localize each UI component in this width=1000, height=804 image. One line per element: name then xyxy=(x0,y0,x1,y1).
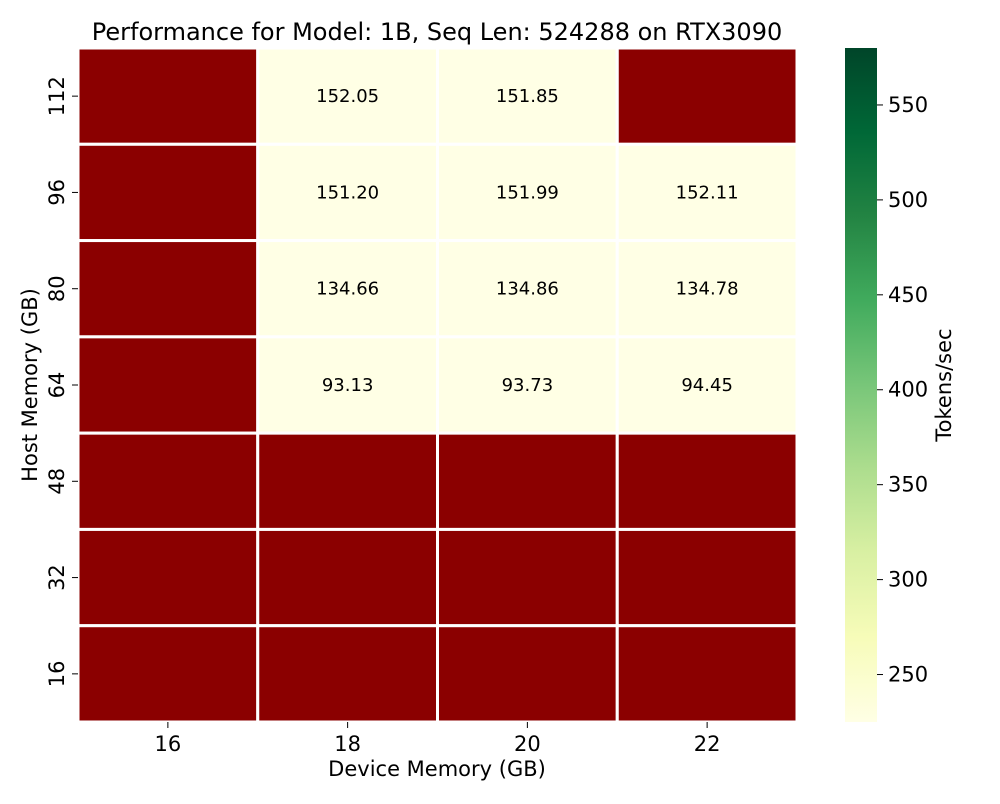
y-tick-label: 96 xyxy=(45,179,69,206)
heatmap-cell xyxy=(76,239,260,339)
heatmap-cell xyxy=(615,239,799,339)
x-tick-label: 20 xyxy=(514,732,541,756)
heatmap-cell xyxy=(615,624,799,724)
cell-value-label: 134.86 xyxy=(496,279,559,300)
cell-value-label: 152.11 xyxy=(676,182,739,203)
heatmap-cell xyxy=(256,239,439,339)
heatmap-cell xyxy=(76,142,260,243)
heatmap-cells xyxy=(74,44,801,726)
y-tick-label: 48 xyxy=(45,468,69,495)
heatmap-cell xyxy=(256,527,439,628)
x-tick-label: 22 xyxy=(694,732,721,756)
heatmap-cell xyxy=(615,46,799,146)
heatmap-cell xyxy=(256,335,439,435)
heatmap-cell xyxy=(76,624,260,724)
colorbar xyxy=(845,48,877,722)
heatmap-cell xyxy=(615,431,799,531)
y-tick-label: 112 xyxy=(45,76,69,116)
heatmap-cell xyxy=(256,624,439,724)
y-axis-ticks: 112 96 80 64 48 32 16 xyxy=(45,76,78,687)
cell-value-label: 134.78 xyxy=(676,279,739,300)
heatmap-cell xyxy=(76,335,260,435)
heatmap-cell xyxy=(76,46,260,146)
colorbar-ticks: 250 300 350 400 450 500 550 xyxy=(877,93,928,687)
cell-value-label: 93.13 xyxy=(322,375,374,396)
y-axis-label: Host Memory (GB) xyxy=(18,288,42,482)
heatmap-cell xyxy=(615,335,799,435)
heatmap-cell xyxy=(436,527,619,628)
heatmap-cell xyxy=(436,431,619,531)
colorbar-tick-label: 400 xyxy=(888,378,928,402)
cell-value-label: 151.99 xyxy=(496,182,559,203)
x-tick-label: 16 xyxy=(155,732,182,756)
colorbar-tick-label: 300 xyxy=(888,568,928,592)
cell-value-label: 94.45 xyxy=(681,375,733,396)
cell-value-label: 151.85 xyxy=(496,86,559,107)
heatmap-cell xyxy=(76,527,260,628)
heatmap-cell xyxy=(256,142,439,243)
colorbar-tick-label: 250 xyxy=(888,663,928,687)
y-tick-label: 16 xyxy=(45,660,69,687)
cell-value-label: 93.73 xyxy=(502,375,554,396)
colorbar-label: Tokens/sec xyxy=(932,328,956,442)
cell-value-label: 152.05 xyxy=(316,86,379,107)
chart-title: Performance for Model: 1B, Seq Len: 5242… xyxy=(92,18,783,46)
cell-value-label: 134.66 xyxy=(316,279,379,300)
heatmap-cell xyxy=(436,624,619,724)
x-axis-label: Device Memory (GB) xyxy=(328,757,546,781)
cell-value-label: 151.20 xyxy=(316,182,379,203)
x-tick-label: 18 xyxy=(334,732,361,756)
colorbar-tick-label: 550 xyxy=(888,93,928,117)
y-tick-label: 80 xyxy=(45,275,69,302)
y-tick-label: 64 xyxy=(45,372,69,399)
colorbar-tick-label: 350 xyxy=(888,473,928,497)
heatmap-cell xyxy=(76,431,260,531)
cell-value-labels: 152.05 151.85 151.20 151.99 152.11 134.66 134.… xyxy=(316,86,738,396)
heatmap-cell xyxy=(256,46,439,146)
y-tick-label: 32 xyxy=(45,564,69,591)
heatmap-cell xyxy=(615,142,799,243)
heatmap-cell xyxy=(615,527,799,628)
x-axis-ticks: 16 18 20 22 xyxy=(155,722,721,756)
colorbar-tick-label: 500 xyxy=(888,188,928,212)
colorbar-tick-label: 450 xyxy=(888,283,928,307)
heatmap-cell xyxy=(256,431,439,531)
